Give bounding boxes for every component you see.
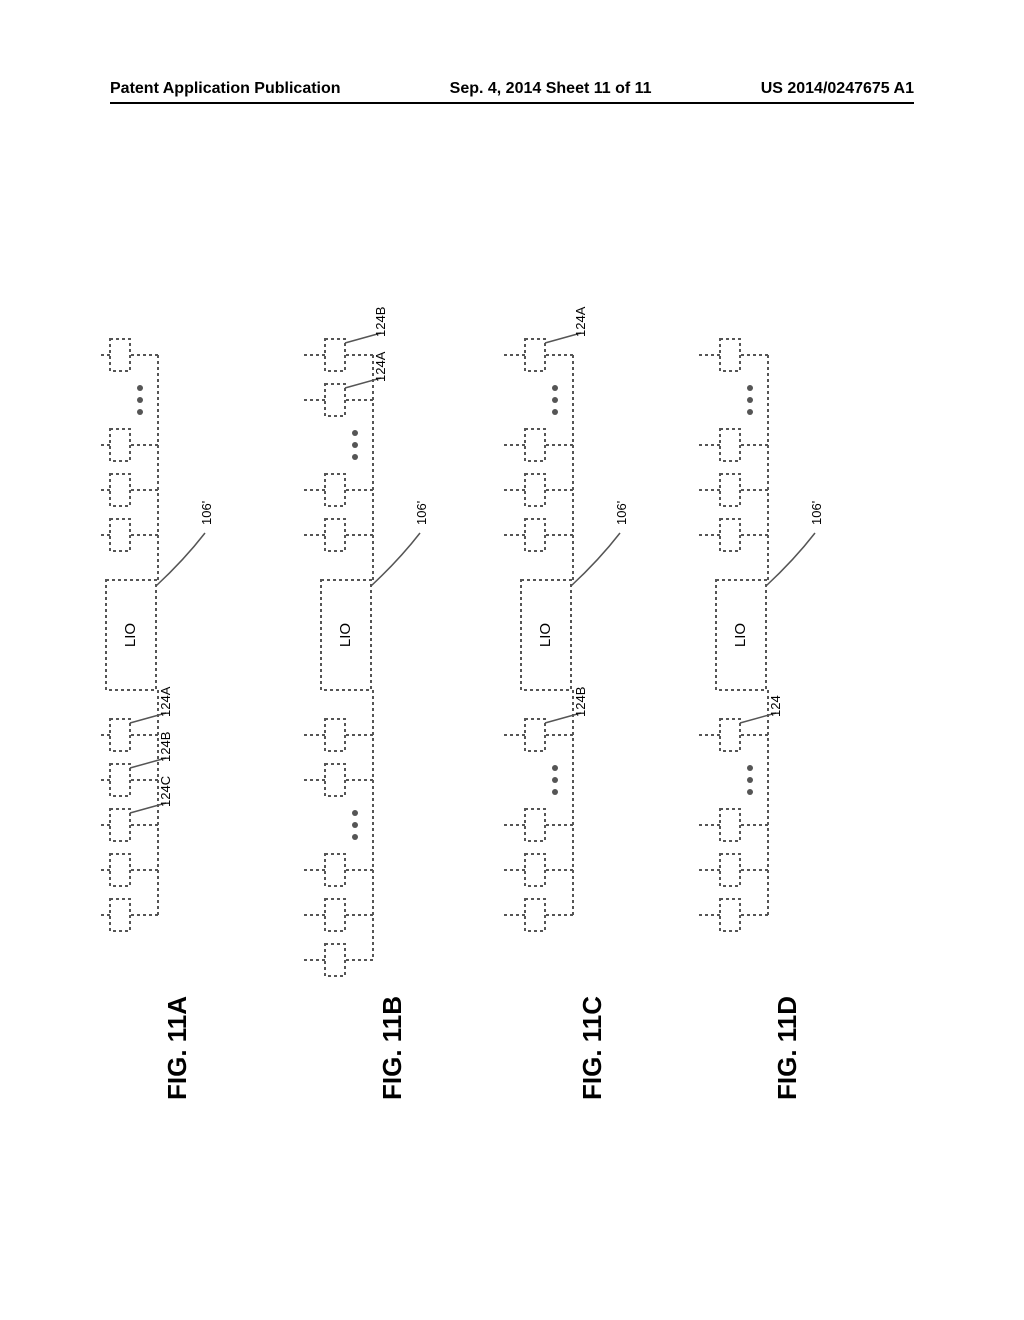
svg-text:LIO: LIO <box>732 623 749 647</box>
svg-text:FIG. 11B: FIG. 11B <box>377 996 407 1100</box>
svg-text:FIG. 11C: FIG. 11C <box>577 996 607 1100</box>
patent-header: Patent Application Publication Sep. 4, 2… <box>110 80 914 104</box>
header-mid: Sep. 4, 2014 Sheet 11 of 11 <box>450 80 652 98</box>
svg-text:124A: 124A <box>373 351 388 382</box>
svg-text:124: 124 <box>768 695 783 717</box>
svg-text:124B: 124B <box>373 307 388 337</box>
svg-text:LIO: LIO <box>337 623 354 647</box>
header-left: Patent Application Publication <box>110 80 341 98</box>
svg-text:106': 106' <box>809 501 824 525</box>
svg-text:124B: 124B <box>573 687 588 717</box>
page: Patent Application Publication Sep. 4, 2… <box>0 0 1024 1320</box>
svg-text:124B: 124B <box>158 732 173 762</box>
svg-text:106': 106' <box>414 501 429 525</box>
svg-text:106': 106' <box>199 501 214 525</box>
svg-text:124A: 124A <box>158 686 173 717</box>
figure-wrap: LIO 106' 124A 124B 124C FIG. 11A LIO 106' 124A 12… <box>100 220 920 1140</box>
svg-text:FIG. 11D: FIG. 11D <box>772 996 802 1100</box>
svg-text:FIG. 11A: FIG. 11A <box>162 996 192 1100</box>
svg-text:106': 106' <box>614 501 629 525</box>
svg-text:LIO: LIO <box>537 623 554 647</box>
svg-text:LIO: LIO <box>122 623 139 647</box>
figure-svg: LIO 106' 124A 124B 124C FIG. 11A LIO 106' 124A 12… <box>100 220 920 1140</box>
svg-text:124A: 124A <box>573 306 588 337</box>
header-right: US 2014/0247675 A1 <box>761 80 914 98</box>
svg-text:124C: 124C <box>158 776 173 807</box>
